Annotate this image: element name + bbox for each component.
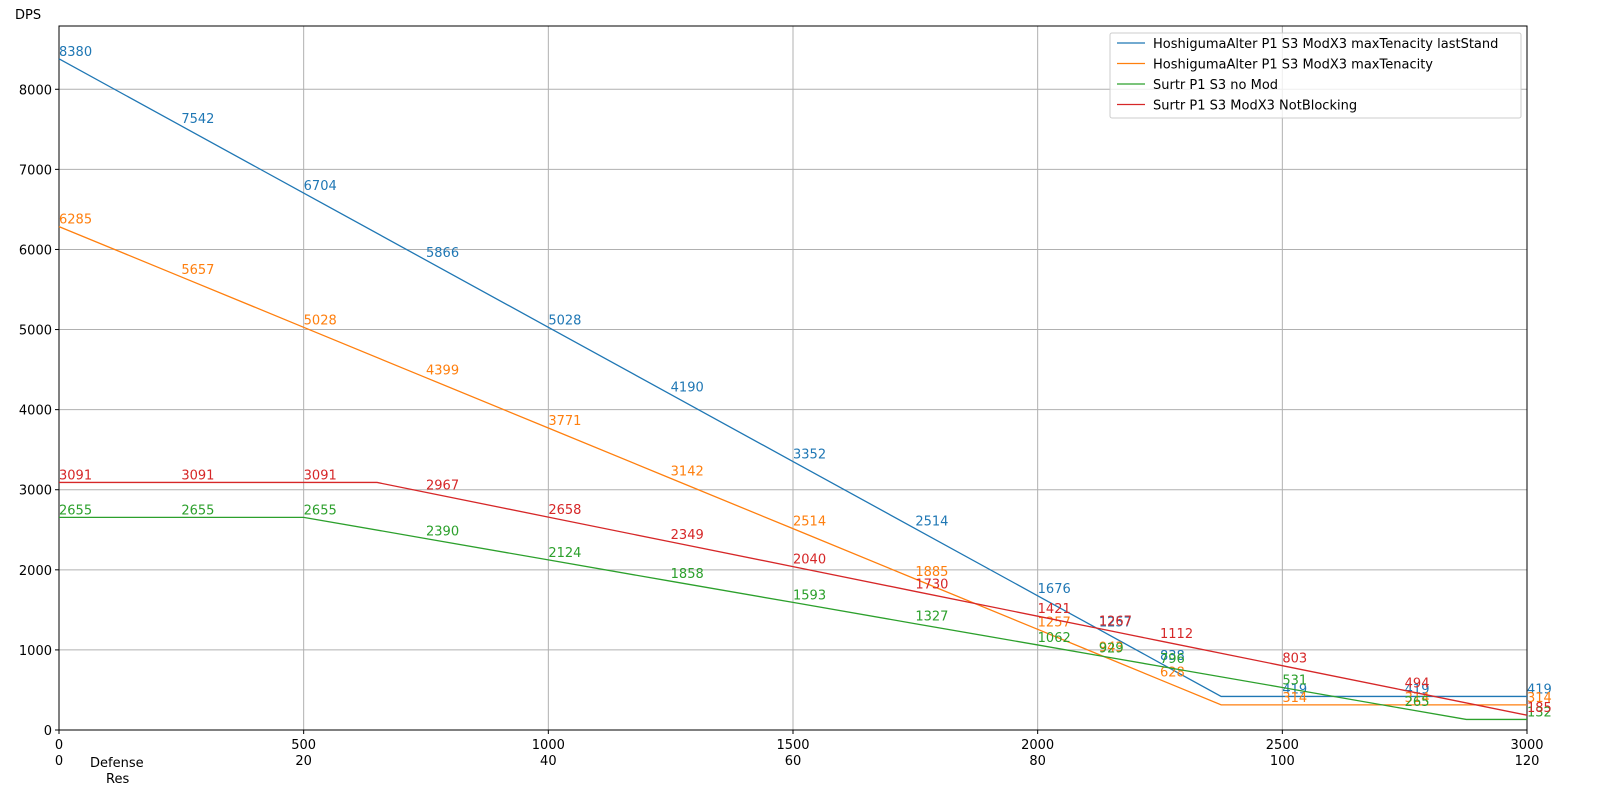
data-label: 4190 (671, 380, 704, 395)
data-label: 1267 (1099, 615, 1132, 630)
y-tick-label: 7000 (19, 163, 52, 178)
data-label: 1112 (1160, 627, 1193, 642)
data-label: 132 (1527, 705, 1552, 720)
data-label: 2658 (548, 503, 581, 518)
x2-tick-label: 0 (55, 754, 63, 769)
data-label: 494 (1405, 676, 1430, 691)
data-label: 929 (1099, 642, 1124, 657)
data-label: 3771 (548, 414, 581, 429)
data-label: 1257 (1099, 615, 1132, 630)
x-tick-label: 0 (55, 738, 63, 753)
data-label: 2124 (548, 546, 581, 561)
x2-tick-label: 120 (1515, 754, 1540, 769)
y-tick-label: 5000 (19, 324, 52, 339)
data-label: 185 (1527, 701, 1552, 716)
data-label: 3352 (793, 448, 826, 463)
data-label: 5028 (304, 313, 337, 328)
y-axis-label: DPS (15, 8, 41, 23)
data-label: 1327 (915, 610, 948, 625)
x2-tick-label: 20 (295, 754, 312, 769)
legend-label: HoshigumaAlter P1 S3 ModX3 maxTenacity (1153, 58, 1433, 73)
y-tick-label: 8000 (19, 83, 52, 98)
data-label: 7542 (181, 112, 214, 127)
series-line (59, 516, 1527, 721)
data-label: 419 (1527, 682, 1552, 697)
x-tick-label: 2500 (1266, 738, 1299, 753)
data-label: 943 (1099, 640, 1124, 655)
data-label: 2349 (671, 528, 704, 543)
data-label: 6704 (304, 179, 337, 194)
data-label: 2655 (59, 503, 92, 518)
data-label: 1858 (671, 567, 704, 582)
data-label: 3091 (304, 468, 337, 483)
data-label: 796 (1160, 652, 1185, 667)
y-tick-label: 0 (44, 724, 52, 739)
data-label: 2514 (793, 515, 826, 530)
series-line (58, 58, 1527, 698)
data-label: 1062 (1038, 631, 1071, 646)
data-label: 5028 (548, 313, 581, 328)
data-label: 1593 (793, 588, 826, 603)
legend-label: Surtr P1 S3 ModX3 NotBlocking (1153, 99, 1357, 114)
data-label: 531 (1282, 673, 1307, 688)
data-label: 3142 (671, 464, 704, 479)
x2-axis-label: Res (106, 772, 129, 787)
data-label: 2390 (426, 525, 459, 540)
data-label: 1730 (915, 577, 948, 592)
legend-label: HoshigumaAlter P1 S3 ModX3 maxTenacity l… (1153, 37, 1498, 52)
data-label: 4399 (426, 364, 459, 379)
data-label: 1421 (1038, 602, 1071, 617)
data-label: 1257 (1038, 615, 1071, 630)
legend-label: Surtr P1 S3 no Mod (1153, 78, 1278, 93)
data-label: 2967 (426, 478, 459, 493)
y-tick-label: 1000 (19, 644, 52, 659)
data-label: 1885 (915, 565, 948, 580)
x2-tick-label: 60 (785, 754, 802, 769)
x-tick-label: 3000 (1510, 738, 1543, 753)
data-label: 5657 (181, 263, 214, 278)
x2-tick-label: 80 (1029, 754, 1046, 769)
y-tick-label: 6000 (19, 243, 52, 258)
data-label: 3091 (181, 468, 214, 483)
x-tick-label: 500 (291, 738, 316, 753)
data-label: 2655 (181, 503, 214, 518)
data-label: 314 (1527, 691, 1552, 706)
y-tick-label: 2000 (19, 564, 52, 579)
y-tick-label: 4000 (19, 404, 52, 419)
series-line (59, 481, 1528, 716)
data-label: 803 (1282, 652, 1307, 667)
data-label: 8380 (59, 45, 92, 60)
x2-tick-label: 100 (1270, 754, 1295, 769)
x2-tick-label: 40 (540, 754, 557, 769)
series-line (58, 226, 1527, 706)
x-tick-label: 1000 (532, 738, 565, 753)
data-label: 2040 (793, 553, 826, 568)
data-label: 3091 (59, 468, 92, 483)
data-label: 2655 (304, 503, 337, 518)
plot-frame (58, 25, 1528, 731)
x-axis-label: Defense (90, 756, 144, 771)
legend-box (1109, 32, 1522, 119)
data-label: 6285 (59, 213, 92, 228)
data-label: 5866 (426, 246, 459, 261)
data-label: 265 (1405, 695, 1430, 710)
data-label: 2514 (915, 515, 948, 530)
data-label: 838 (1160, 649, 1185, 664)
x-tick-label: 2000 (1021, 738, 1054, 753)
y-tick-label: 3000 (19, 484, 52, 499)
data-label: 1676 (1038, 582, 1071, 597)
data-label: 314 (1282, 691, 1307, 706)
x-tick-label: 1500 (776, 738, 809, 753)
